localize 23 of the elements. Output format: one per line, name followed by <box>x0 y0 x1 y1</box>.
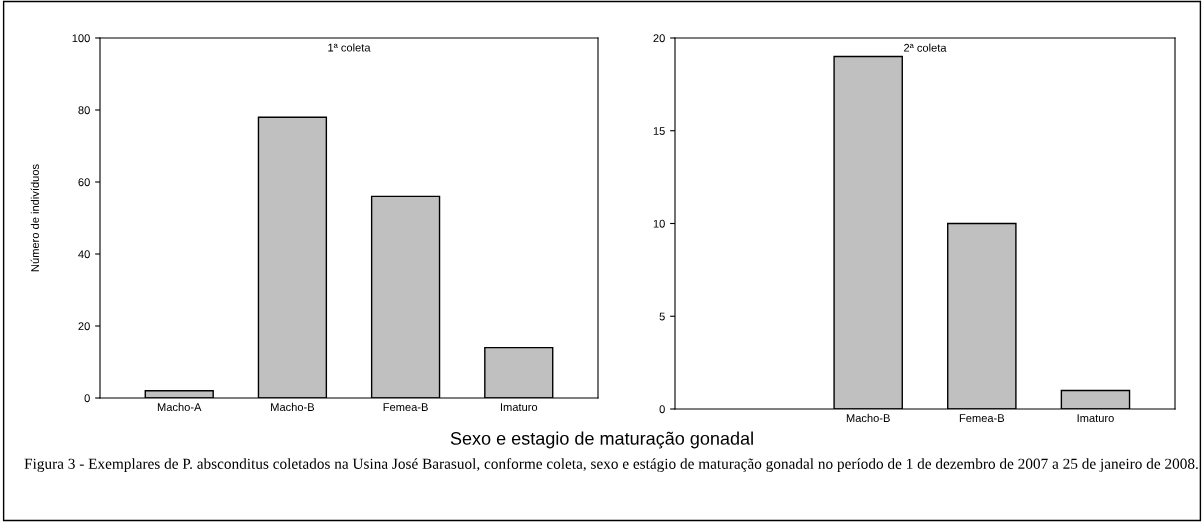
chart-title: 2ª coleta <box>904 43 947 52</box>
chart-title: 1ª coleta <box>328 43 371 52</box>
x-axis-title: Sexo e estagio de maturação gonadal <box>450 431 753 449</box>
x-tick-label: Macho-B <box>846 413 890 423</box>
y-axis-title: Número de indivíduos <box>30 164 39 272</box>
x-tick-label: Femea-B <box>383 403 428 412</box>
text: Figura 3 - Exemplares de P. absconditus coletados na Usina José Barasuol, conforme coleta, sexo e estágio de maturação gonadal no período de 1 de dezembro de 2007 a 25 de janeiro de 2008. <box>24 458 1198 473</box>
x-tick-label: Imaturo <box>1077 414 1114 423</box>
y-tick-label: 10 <box>653 219 665 228</box>
x-tick-label: Macho-A <box>157 402 202 412</box>
y-tick-label: 0 <box>84 394 90 403</box>
x-tick-label: Imaturo <box>500 403 538 412</box>
y-tick-label: 20 <box>653 34 665 43</box>
y-tick-label: 60 <box>78 178 90 187</box>
x-tick-label: Macho-B <box>271 402 315 412</box>
y-tick-label: 15 <box>653 127 665 135</box>
y-tick-label: 100 <box>72 34 90 43</box>
y-tick-label: 80 <box>78 106 90 115</box>
y-tick-label: 5 <box>659 312 665 321</box>
y-tick-label: 40 <box>78 250 90 259</box>
y-tick-label: 0 <box>659 405 665 414</box>
y-tick-label: 20 <box>78 322 90 331</box>
x-tick-label: Femea-B <box>959 414 1005 423</box>
